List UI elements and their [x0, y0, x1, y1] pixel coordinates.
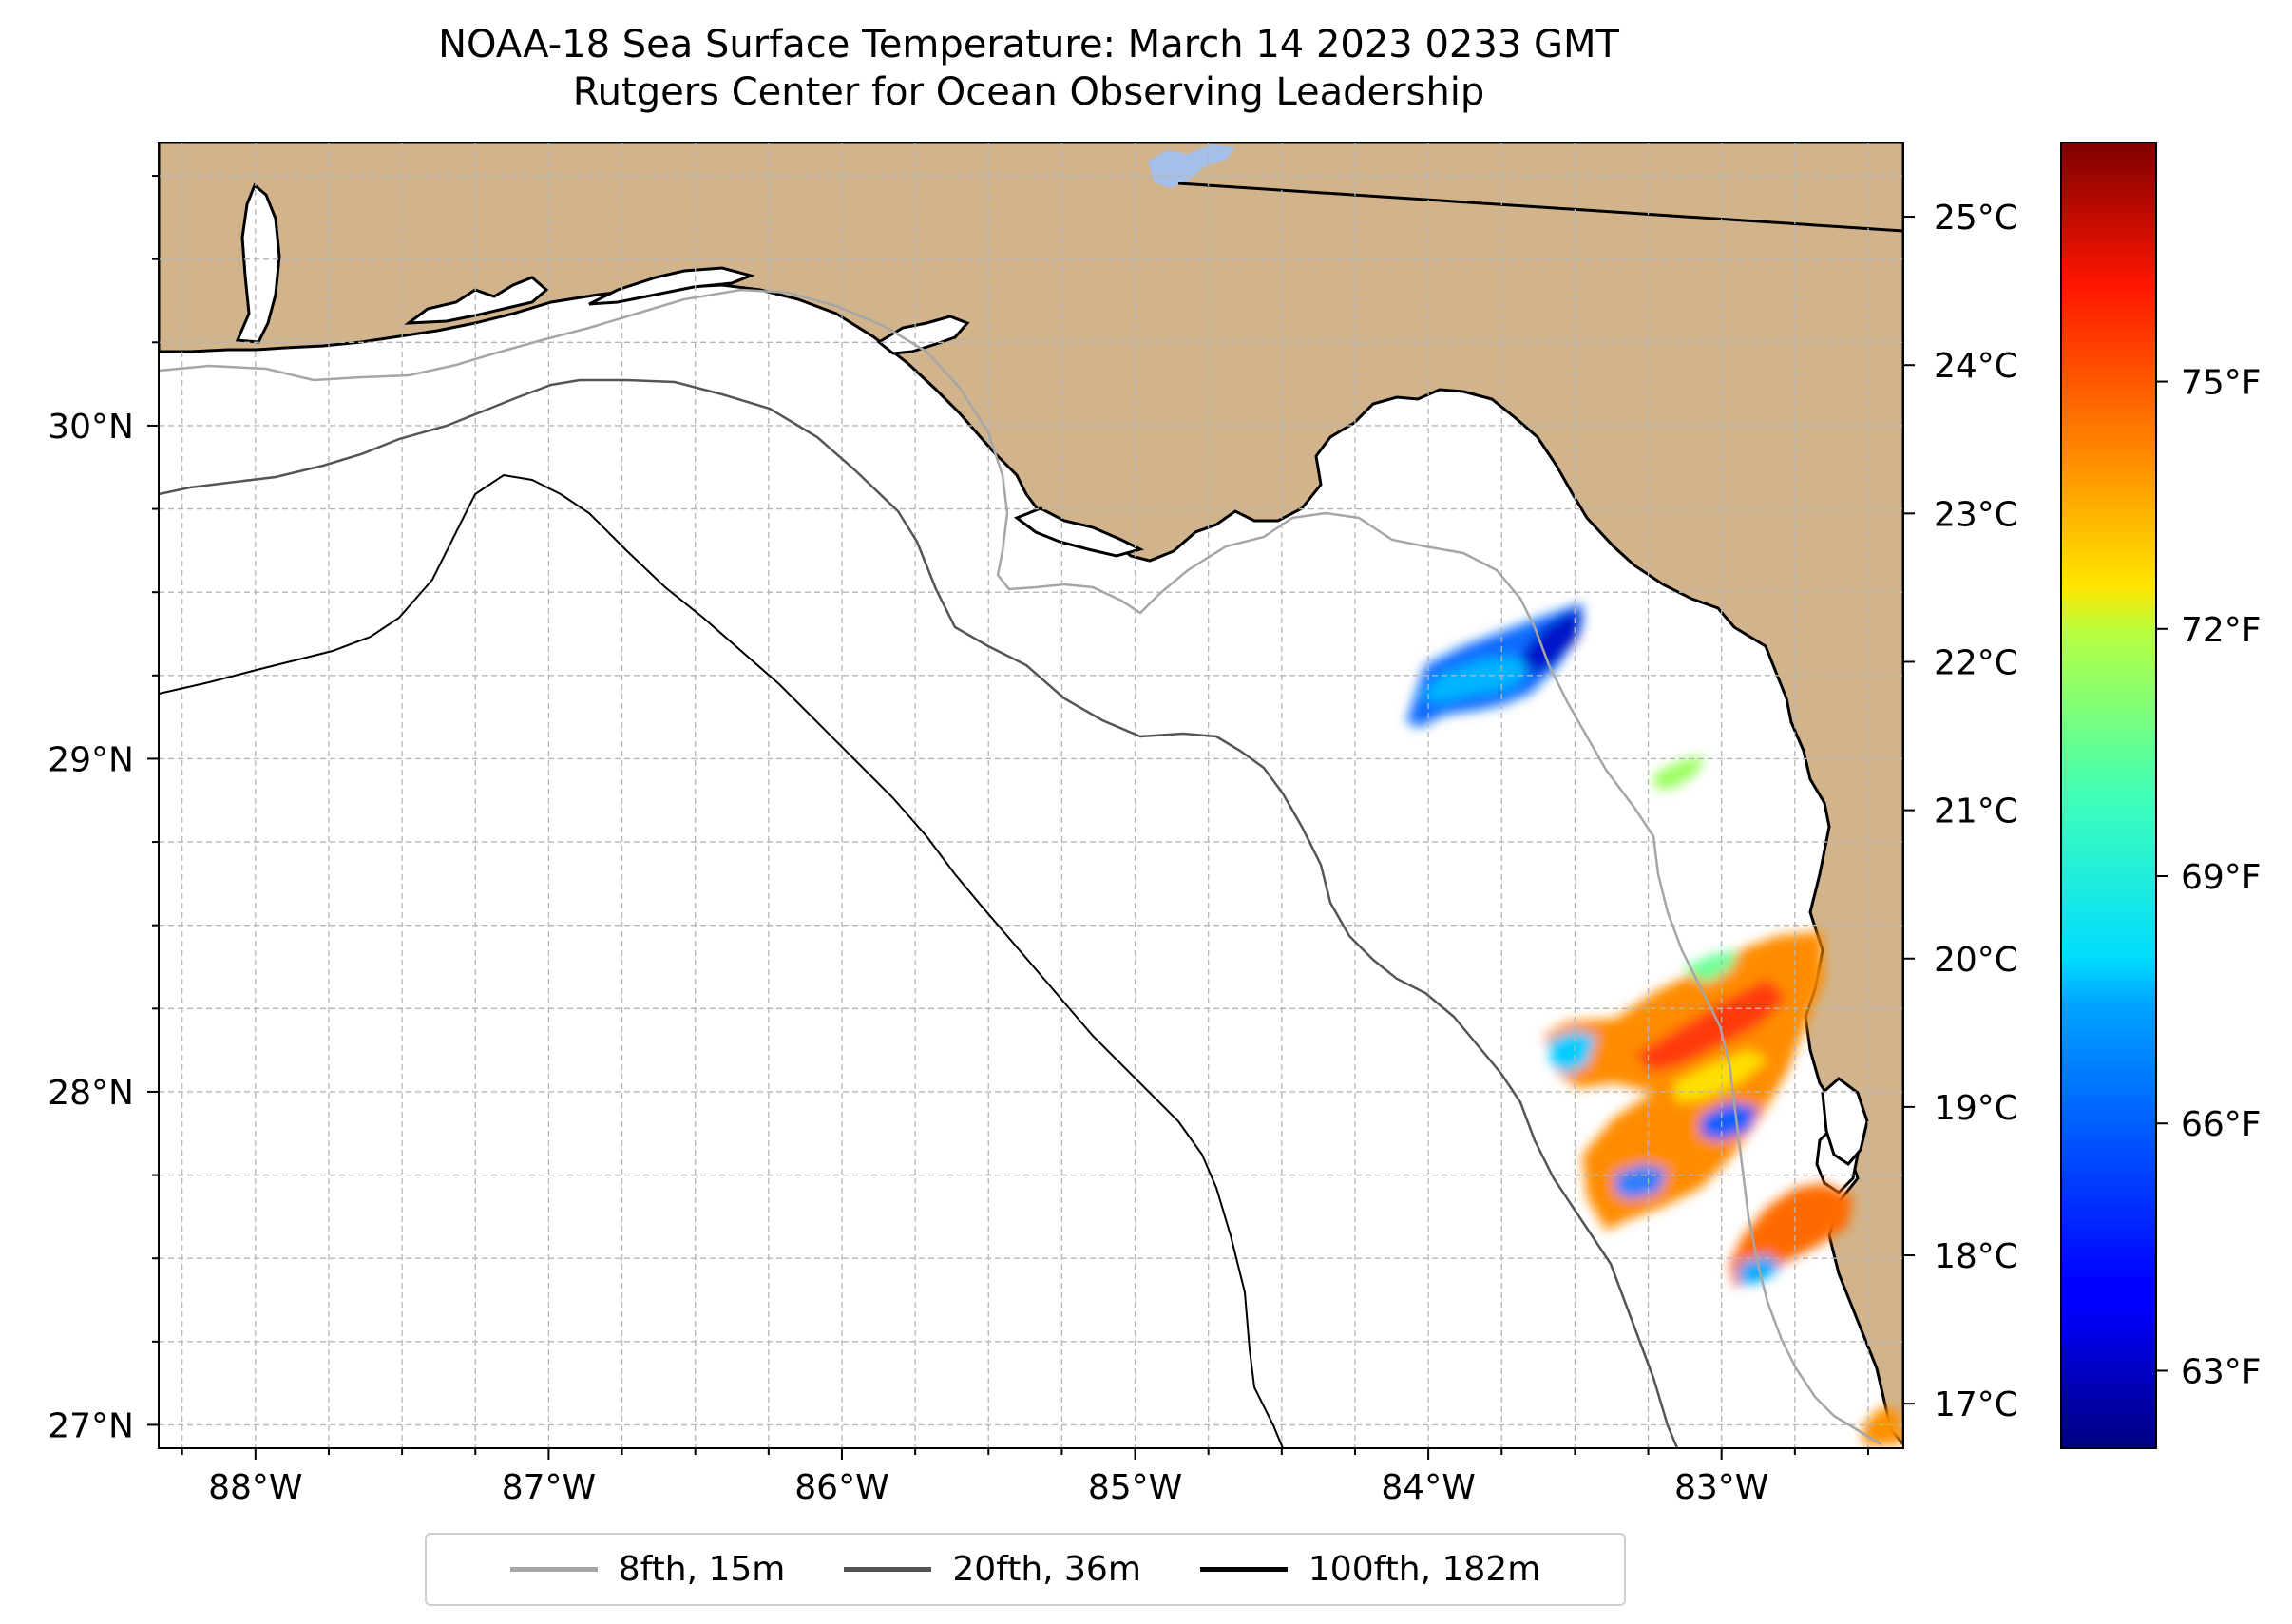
choctawhatchee-bay: [588, 266, 755, 306]
celsius-tick-label: 24°C: [1934, 347, 2018, 386]
celsius-tick-label: 22°C: [1934, 643, 2018, 682]
lon-tick-label: 85°W: [1088, 1468, 1182, 1507]
legend-item-8fth: 8fth, 15m: [509, 1550, 786, 1589]
colorbar-fahrenheit-axis: 75°F 72°F 69°F 66°F 63°F: [2156, 364, 2262, 1391]
isobath-legend: 8fth, 15m 20fth, 36m 100fth, 182m: [425, 1533, 1626, 1606]
longitude-axis: 88°W 87°W 86°W 85°W 84°W 83°W: [181, 1448, 1869, 1507]
graticule: [159, 143, 1903, 1448]
lat-tick-label: 29°N: [48, 740, 134, 779]
latitude-axis: 30°N 29°N 28°N 27°N: [48, 175, 159, 1445]
title-line-2: Rutgers Center for Ocean Observing Leade…: [572, 70, 1485, 114]
map-frame: [158, 142, 1904, 1449]
lat-tick-label: 28°N: [48, 1074, 134, 1113]
celsius-tick-label: 25°C: [1934, 199, 2018, 238]
lon-tick-label: 84°W: [1381, 1468, 1475, 1507]
map-area: [159, 143, 1903, 1448]
colorbar: 25°C 24°C 23°C 22°C 21°C 20°C 19°C 18°C 17°C 75°…: [1903, 142, 2262, 1449]
lon-tick-label: 87°W: [502, 1468, 596, 1507]
celsius-tick-label: 18°C: [1934, 1237, 2018, 1276]
legend-line-8fth: [509, 1567, 598, 1572]
sst-patch-south-green: [1682, 950, 1739, 984]
fahrenheit-tick-label: 69°F: [2181, 858, 2262, 897]
celsius-tick-label: 17°C: [1934, 1385, 2018, 1424]
legend-label-100fth: 100fth, 182m: [1308, 1550, 1541, 1589]
sst-patch-south-cool-2: [1549, 1031, 1596, 1074]
lon-tick-label: 83°W: [1674, 1468, 1768, 1507]
sst-patch-north-core: [1421, 656, 1530, 703]
fahrenheit-tick-label: 72°F: [2181, 611, 2262, 650]
sst-patch-corner: [1862, 1406, 1903, 1446]
isobath-8fth-15m: [159, 288, 1882, 1446]
lat-tick-label: 27°N: [48, 1406, 134, 1445]
celsius-tick-label: 20°C: [1934, 941, 2018, 980]
colorbar-celsius-axis: 25°C 24°C 23°C 22°C 21°C 20°C 19°C 18°C 17°C: [1903, 199, 2018, 1424]
legend-item-100fth: 100fth, 182m: [1199, 1550, 1541, 1589]
legend-item-20fth: 20fth, 36m: [844, 1550, 1141, 1589]
legend-label-20fth: 20fth, 36m: [952, 1550, 1141, 1589]
coastal-bays: [235, 182, 1869, 1194]
sst-patch-south-cool-1: [1701, 1102, 1758, 1140]
state-boundary: [1177, 182, 1903, 233]
lat-tick-label: 30°N: [48, 408, 134, 447]
celsius-tick-label: 23°C: [1934, 495, 2018, 534]
title-line-1: NOAA-18 Sea Surface Temperature: March 1…: [438, 23, 1619, 67]
sst-patch-south-yellow: [1672, 1050, 1767, 1102]
lon-tick-label: 88°W: [208, 1468, 302, 1507]
sst-patch-small-1: [1653, 755, 1706, 789]
legend-line-20fth: [844, 1567, 932, 1572]
sst-patch-south-cool-3: [1615, 1164, 1668, 1199]
mobile-bay: [235, 182, 281, 344]
legend-line-100fth: [1199, 1567, 1288, 1572]
sst-patch-north-deep: [1520, 608, 1582, 675]
celsius-tick-label: 19°C: [1934, 1089, 2018, 1128]
lon-tick-label: 86°W: [794, 1468, 888, 1507]
sst-patch-south-hot: [1634, 979, 1786, 1072]
legend-label-8fth: 8fth, 15m: [618, 1550, 786, 1589]
colorbar-gradient: [2060, 142, 2157, 1449]
fahrenheit-tick-label: 63°F: [2181, 1352, 2262, 1391]
isobath-20fth-36m: [159, 378, 1679, 1448]
celsius-tick-label: 21°C: [1934, 793, 2018, 831]
fahrenheit-tick-label: 66°F: [2181, 1105, 2262, 1144]
sst-data-layer: [1406, 603, 1903, 1446]
lake: [1148, 144, 1235, 188]
isobath-100fth-182m: [159, 473, 1284, 1448]
apalachicola-bay: [1013, 506, 1145, 558]
chart-title: NOAA-18 Sea Surface Temperature: March 1…: [157, 21, 1900, 116]
tampa-bay: [1821, 1077, 1869, 1166]
fahrenheit-tick-label: 75°F: [2181, 364, 2262, 403]
